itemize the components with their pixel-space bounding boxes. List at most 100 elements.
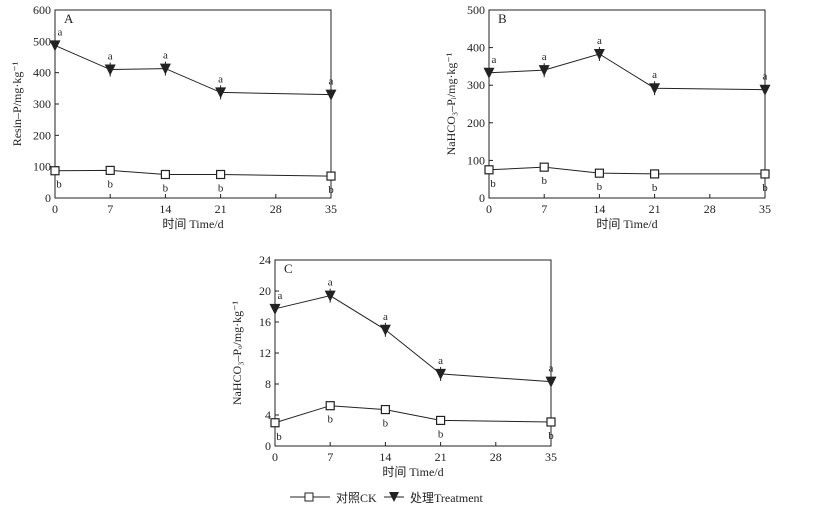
data-point-triangle [325, 89, 337, 101]
plot-frame [488, 9, 766, 199]
series-line [274, 295, 552, 383]
significance-label: b [327, 414, 333, 426]
y-axis-label: NaHCO₃–Pₒ/mg·kg⁻¹ [230, 300, 244, 405]
x-tick-label: 14 [593, 202, 605, 216]
significance-label: b [328, 184, 334, 196]
legend: 对照CK 处理Treatment [290, 491, 484, 505]
x-tick-label: 14 [379, 450, 391, 464]
data-point-triangle [379, 324, 391, 336]
legend-item-treatment: 处理Treatment [384, 491, 484, 505]
series-line [488, 166, 765, 175]
data-point-square [325, 401, 335, 411]
significance-label: b [597, 181, 603, 193]
significance-label: b [490, 178, 496, 190]
panel-label: B [498, 11, 507, 26]
series-treatment: a a a a a [269, 277, 557, 389]
data-point-triangle [269, 303, 281, 315]
chart-panel-a: A 0 100 200 300 400 500 600 0 7 14 21 28 35 时间 Time/d R… [10, 3, 337, 231]
significance-label: a [542, 51, 547, 63]
panel-label: C [284, 261, 293, 276]
data-point-triangle [649, 83, 661, 95]
y-tick-label: 0 [45, 191, 51, 205]
data-point-square [539, 162, 549, 172]
significance-label: b [276, 431, 282, 443]
significance-label: a [58, 26, 63, 38]
significance-label: b [438, 428, 444, 440]
significance-label: a [597, 35, 602, 47]
data-point-triangle [593, 48, 605, 60]
series-line [274, 405, 552, 424]
x-tick-label: 0 [272, 450, 278, 464]
x-tick-label: 14 [159, 202, 171, 216]
y-tick-label: 400 [467, 41, 485, 55]
data-point-square [160, 169, 170, 180]
data-point-triangle [324, 290, 336, 302]
y-tick-label: 0 [479, 191, 485, 205]
x-tick-label: 35 [325, 202, 337, 216]
chart-panel-c: C 0 4 8 12 16 20 24 0 7 14 21 28 35 时间 Time/d NaHCO₃–Pₒ… [230, 253, 557, 479]
significance-label: a [108, 51, 113, 63]
data-point-triangle [545, 376, 557, 388]
significance-label: a [163, 50, 168, 62]
significance-label: a [763, 71, 768, 83]
y-tick-label: 20 [259, 284, 271, 298]
legend-item-ck: 对照CK [290, 491, 377, 505]
x-tick-label: 35 [545, 450, 557, 464]
data-point-square [546, 417, 556, 427]
y-tick-label: 400 [33, 66, 51, 80]
series-line [488, 53, 766, 91]
plot-frame [274, 259, 552, 447]
significance-label: b [541, 175, 547, 187]
significance-label: a [329, 76, 334, 88]
y-axis-label: NaHCO₃–Pᵢ/mg·kg⁻¹ [444, 52, 458, 155]
y-tick-label: 0 [265, 439, 271, 453]
data-point-triangle [435, 368, 447, 380]
chart-panel-b: B 0 100 200 300 400 500 0 7 14 21 28 35 时间 Time/d NaHC… [444, 3, 771, 231]
data-point-square [50, 166, 60, 176]
y-axis-label: Resin–P/mg·kg⁻¹ [10, 61, 24, 146]
legend-label-treatment: 处理Treatment [410, 491, 484, 505]
y-tick-label: 500 [33, 34, 51, 48]
x-tick-label: 21 [435, 450, 447, 464]
significance-label: a [278, 290, 283, 302]
data-point-triangle [215, 87, 227, 99]
y-tick-label: 200 [467, 116, 485, 130]
series-treatment: a a a a a [483, 35, 771, 97]
significance-label: a [438, 355, 443, 367]
y-tick-label: 16 [259, 315, 271, 329]
series-line [54, 169, 332, 177]
data-point-square [326, 171, 336, 181]
data-point-square [105, 165, 115, 176]
y-tick-label: 600 [33, 3, 51, 17]
x-axis-label: 时间 Time/d [382, 465, 443, 479]
x-tick-label: 7 [107, 202, 113, 216]
data-point-triangle [538, 65, 550, 77]
significance-label: b [762, 182, 768, 194]
significance-label: b [383, 418, 389, 430]
data-point-triangle [159, 63, 171, 75]
panel-label: A [64, 11, 74, 26]
x-tick-label: 0 [486, 202, 492, 216]
significance-label: b [56, 179, 62, 191]
data-point-triangle [759, 84, 771, 96]
significance-label: a [652, 69, 657, 81]
significance-label: b [163, 183, 169, 195]
data-point-square [436, 415, 446, 426]
data-point-square [216, 169, 226, 180]
data-point-square [594, 168, 605, 178]
y-tick-label: 4 [265, 408, 271, 422]
significance-label: a [492, 54, 497, 66]
x-tick-label: 7 [327, 450, 333, 464]
x-tick-label: 35 [759, 202, 771, 216]
y-tick-label: 300 [467, 78, 485, 92]
data-point-square [270, 418, 280, 428]
data-point-square [760, 169, 770, 179]
data-point-square [484, 165, 494, 175]
data-point-triangle [49, 40, 61, 52]
significance-label: a [549, 363, 554, 375]
y-tick-label: 24 [259, 253, 271, 267]
